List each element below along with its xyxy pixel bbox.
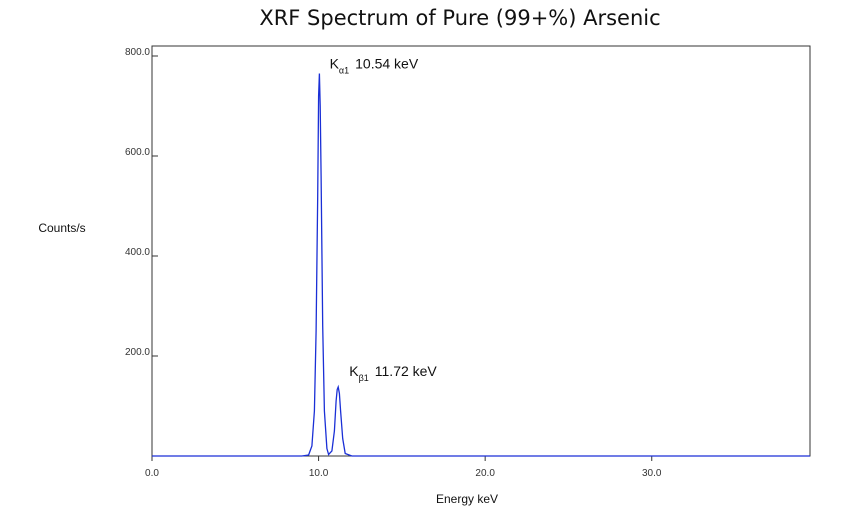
peak-annotation: Kα1 10.54 keV (330, 56, 419, 76)
peak-annotations: Kα1 10.54 keV Kβ1 11.72 keV (330, 56, 438, 384)
y-tick-label: 200.0 (125, 347, 150, 358)
y-tick-label: 600.0 (125, 147, 150, 158)
peak-annotation: Kβ1 11.72 keV (349, 363, 437, 383)
chart-title: XRF Spectrum of Pure (99+%) Arsenic (259, 6, 660, 30)
x-tick-label: 0.0 (145, 468, 159, 479)
x-tick-label: 30.0 (642, 468, 662, 479)
y-tick-label: 400.0 (125, 247, 150, 258)
spectrum-line (152, 73, 810, 457)
x-tick-label: 20.0 (475, 468, 495, 479)
y-axis-label: Counts/s (38, 221, 85, 235)
plot-frame (151, 45, 811, 457)
y-axis: 200.0 400.0 600.0 800.0 (125, 47, 158, 358)
y-tick-label: 800.0 (125, 47, 150, 58)
x-axis: 0.0 10.0 20.0 30.0 (145, 456, 662, 479)
x-axis-label: Energy keV (436, 492, 498, 506)
x-tick-label: 10.0 (309, 468, 329, 479)
